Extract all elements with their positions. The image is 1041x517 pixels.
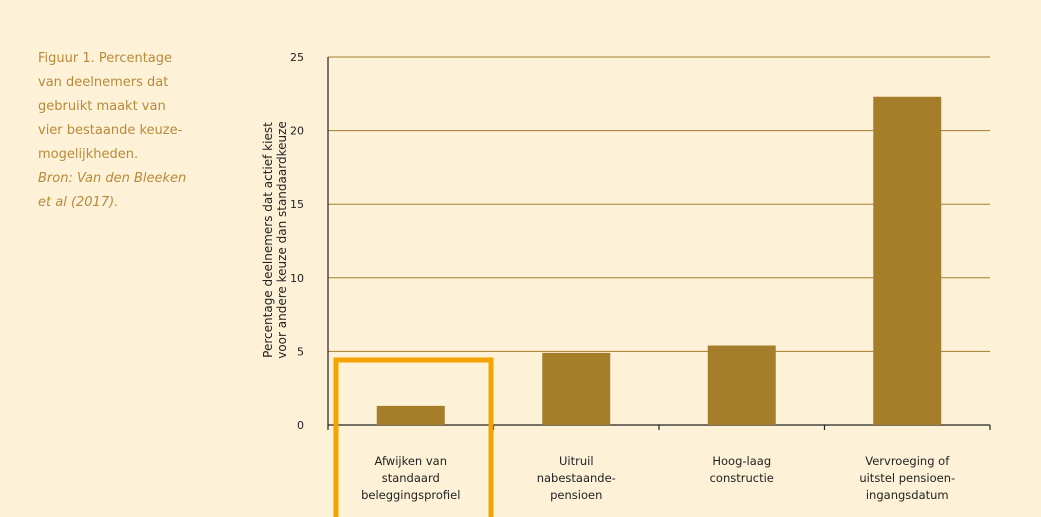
caption-source-line-1: Bron: Van den Bleeken — [38, 171, 187, 186]
y-axis-label-line-0: Percentage deelnemers dat actief kiest — [261, 122, 275, 358]
y-tick-label-25: 25 — [290, 51, 304, 64]
y-tick-label-0: 0 — [297, 419, 304, 432]
x-category-label-2-0: Hoog-laag — [712, 454, 771, 468]
y-tick-label-20: 20 — [290, 125, 304, 138]
x-category-label-0-2: beleggingsprofiel — [361, 488, 460, 502]
highlight-box — [333, 357, 494, 517]
x-category-label-1-1: nabestaande- — [537, 471, 616, 485]
bar-0 — [376, 405, 445, 425]
y-tick-label-15: 15 — [290, 198, 304, 211]
x-category-label-3-1: uitstel pensioen- — [859, 471, 955, 485]
caption-line-1: Figuur 1. Percentage — [38, 51, 173, 66]
caption-line-2: van deelnemers dat — [38, 75, 169, 90]
x-category-label-1-2: pensioen — [550, 488, 602, 502]
y-tick-label-5: 5 — [297, 345, 304, 358]
y-axis-label-line-1: voor andere keuze dan standaardkeuze — [275, 121, 289, 359]
caption-line-4: vier bestaande keuze- — [38, 123, 183, 138]
bar-2 — [707, 345, 776, 425]
x-category-label-3-0: Vervroeging of — [865, 454, 950, 468]
caption-line-5: mogelijkheden. — [38, 147, 139, 162]
x-category-label-3-2: ingangsdatum — [866, 488, 949, 502]
y-tick-label-10: 10 — [290, 272, 304, 285]
bar-3 — [873, 96, 942, 425]
bar-1 — [542, 352, 611, 425]
x-category-label-1-0: Uitruil — [559, 454, 594, 468]
x-category-label-0-1: standaard — [382, 471, 440, 485]
caption-line-3: gebruikt maakt van — [38, 99, 166, 114]
figure-caption: Figuur 1. Percentage van deelnemers dat … — [38, 47, 228, 215]
x-category-label-0-0: Afwijken van — [374, 454, 447, 468]
caption-source-line-2: et al (2017). — [38, 195, 119, 210]
x-category-label-2-1: constructie — [710, 471, 774, 485]
